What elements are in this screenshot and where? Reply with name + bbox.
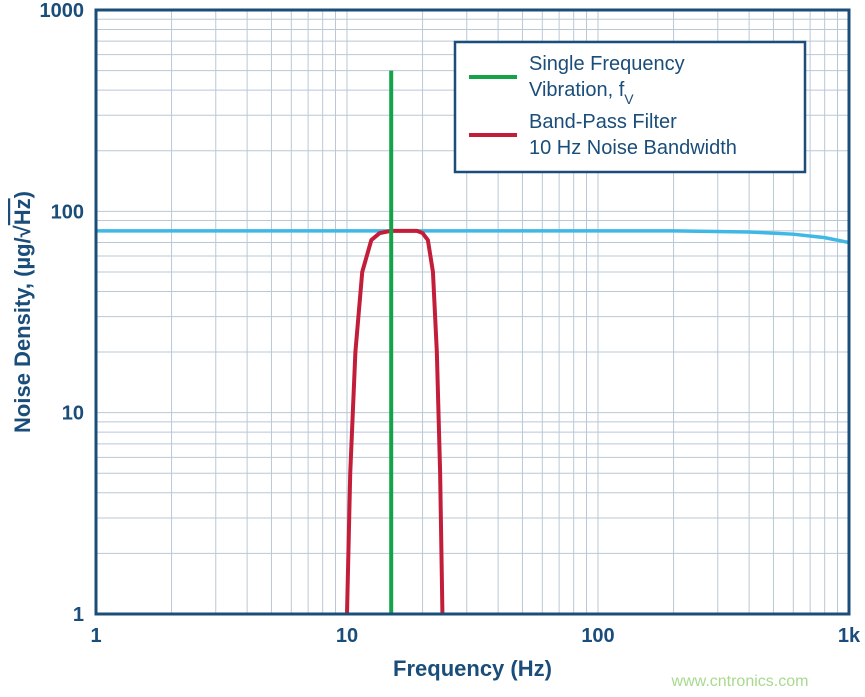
- x-tick-label: 10: [336, 625, 358, 647]
- y-tick-label: 100: [51, 201, 84, 223]
- svg-text:Noise Density, (µg/√Hz): Noise Density, (µg/√Hz): [10, 191, 35, 433]
- watermark: www.cntronics.com: [671, 673, 809, 690]
- legend: Single FrequencyVibration, fVBand-Pass F…: [455, 42, 805, 172]
- legend-label: 10 Hz Noise Bandwidth: [529, 137, 737, 159]
- x-tick-label: 1k: [838, 625, 861, 647]
- y-axis-label: Noise Density, (µg/√Hz): [10, 191, 35, 433]
- y-tick-label: 10: [62, 403, 84, 425]
- legend-label: Single Frequency: [529, 53, 685, 75]
- legend-label: Band-Pass Filter: [529, 111, 677, 133]
- y-tick-label: 1000: [40, 0, 85, 22]
- x-tick-label: 100: [581, 625, 614, 647]
- x-axis-label: Frequency (Hz): [393, 656, 552, 681]
- y-tick-label: 1: [73, 604, 84, 626]
- chart-container: { "chart": { "type": "line-loglog", "wid…: [0, 0, 865, 697]
- x-tick-label: 1: [90, 625, 101, 647]
- noise-density-chart: 1 10 100 1k 1 10 100 1000 Frequency (Hz) Noise De…: [0, 0, 865, 697]
